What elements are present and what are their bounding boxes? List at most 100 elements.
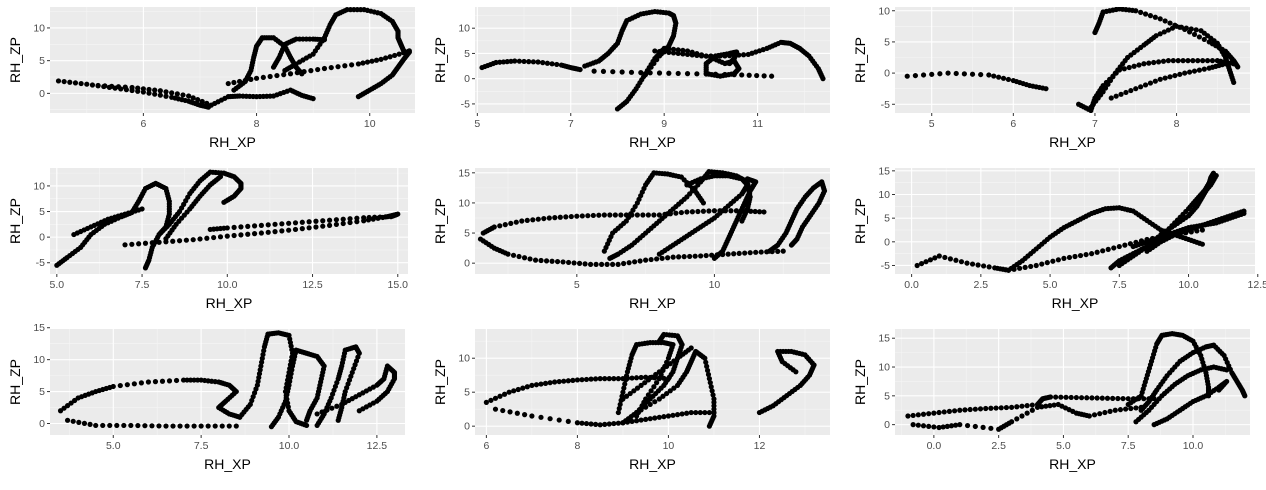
point-group <box>914 170 1247 273</box>
data-point <box>728 208 734 214</box>
data-point <box>1157 16 1163 22</box>
scatter-chart-9: 0.0 2.5 5.0 7.5 10.0 0 5 10 15 RH_XP RH_ZP <box>852 329 1250 472</box>
x-tick-label: 10.0 <box>217 279 238 291</box>
data-point <box>915 412 921 418</box>
data-point <box>491 224 497 230</box>
data-point <box>621 385 627 391</box>
data-point <box>703 53 709 59</box>
data-point <box>72 80 79 86</box>
data-point <box>702 355 708 361</box>
data-point <box>140 86 146 92</box>
data-point <box>190 95 196 101</box>
y-tick-label: 15 <box>33 322 45 334</box>
data-point <box>593 376 599 382</box>
data-point <box>617 401 623 408</box>
data-point <box>199 98 205 105</box>
data-point <box>260 351 266 358</box>
data-point <box>680 51 686 57</box>
data-point <box>159 378 166 384</box>
data-point <box>321 65 328 72</box>
data-point <box>70 418 76 424</box>
data-point <box>349 62 355 68</box>
scatter-panel-2: 5 7 9 11 -5 0 5 10 RH_XP RH_ZP <box>425 7 850 168</box>
data-point <box>700 208 707 214</box>
data-point <box>139 206 145 212</box>
data-point <box>689 209 696 215</box>
data-point <box>265 222 271 228</box>
data-point <box>131 381 137 387</box>
data-point <box>294 70 300 76</box>
point-group <box>57 330 398 430</box>
data-point <box>1105 246 1111 252</box>
data-point <box>371 214 378 220</box>
data-point <box>547 380 553 386</box>
data-point <box>761 73 767 79</box>
data-point <box>673 210 679 216</box>
x-axis-title: RH_XP <box>1052 295 1099 311</box>
y-tick-label: 10 <box>33 22 45 34</box>
data-point <box>259 355 265 361</box>
data-point <box>183 237 189 243</box>
y-tick-label: 0 <box>884 68 890 80</box>
data-point <box>666 49 672 56</box>
data-point <box>953 422 959 428</box>
data-point <box>1063 394 1069 400</box>
data-point <box>129 241 135 247</box>
data-point <box>1099 395 1105 401</box>
data-point <box>656 376 662 382</box>
y-tick-label: 5 <box>464 387 470 399</box>
data-point <box>146 90 152 96</box>
data-point <box>1097 411 1103 417</box>
data-point <box>942 254 948 261</box>
data-point <box>1136 62 1142 68</box>
data-point <box>1241 208 1247 214</box>
data-point <box>299 226 305 232</box>
data-point <box>303 422 310 429</box>
data-point <box>579 377 585 383</box>
x-tick-label: 12.5 <box>1248 279 1266 291</box>
data-point <box>114 422 120 429</box>
data-point <box>1146 60 1152 66</box>
data-point <box>675 50 681 57</box>
data-point <box>643 416 649 422</box>
data-point <box>612 212 618 218</box>
scatter-panel-8: 6 8 10 12 0 5 10 RH_XP RH_ZP <box>425 329 850 490</box>
data-point <box>231 79 237 86</box>
data-point <box>506 389 512 395</box>
data-point <box>366 214 372 221</box>
data-point <box>535 216 541 222</box>
data-point <box>361 215 367 221</box>
data-point <box>676 254 682 260</box>
data-point <box>1170 58 1176 64</box>
data-point <box>511 388 517 394</box>
data-point <box>554 61 560 68</box>
data-point <box>1131 63 1137 69</box>
data-point <box>510 252 517 258</box>
data-point <box>667 388 673 394</box>
scatter-chart-6: 0.0 2.5 5.0 7.5 10.0 12.5 -5 0 5 10 15 RH_XP RH_ZP <box>852 165 1266 311</box>
data-point <box>692 253 698 259</box>
data-point <box>920 411 927 417</box>
data-point <box>387 54 393 60</box>
data-point <box>651 212 657 218</box>
panel-background <box>895 329 1250 435</box>
data-point <box>619 69 625 75</box>
data-point <box>1133 8 1139 14</box>
data-point <box>633 418 640 424</box>
data-point <box>574 377 581 383</box>
point-group <box>904 7 1241 113</box>
data-point <box>217 234 224 240</box>
data-point <box>334 403 340 409</box>
data-point <box>540 60 546 66</box>
data-point <box>226 423 232 429</box>
data-point <box>687 253 693 260</box>
data-point <box>360 60 366 66</box>
data-point <box>315 66 321 73</box>
data-point <box>245 231 251 237</box>
x-axis-title: RH_XP <box>209 134 256 150</box>
data-point <box>588 376 594 382</box>
data-point <box>618 212 624 218</box>
data-point <box>986 72 992 78</box>
scatter-panel-7: 5.0 7.5 10.0 12.5 0 5 10 15 RH_XP RH_ZP <box>0 322 425 490</box>
data-point <box>1066 254 1073 261</box>
